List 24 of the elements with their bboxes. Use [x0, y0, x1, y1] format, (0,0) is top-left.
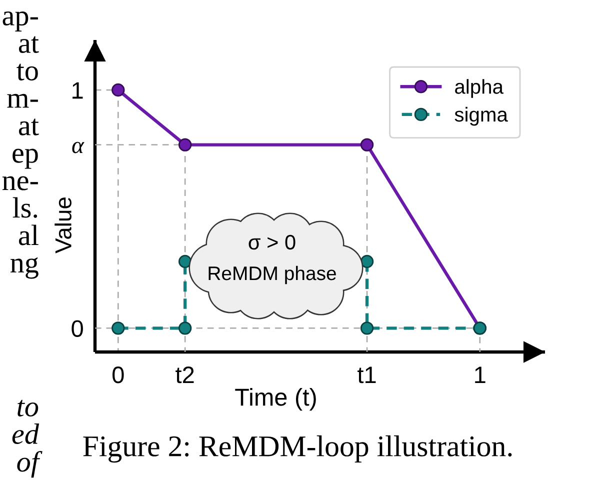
legend-label: alpha	[455, 79, 504, 98]
x-tick-label: 0	[112, 366, 124, 384]
legend-label: sigma	[454, 106, 508, 126]
y-tick-label: 0	[72, 320, 83, 337]
y-tick-label: 1	[72, 82, 83, 99]
annotation: σ > 0	[248, 234, 296, 250]
x-tick-label: t2	[176, 366, 194, 384]
x-axis-title: Time (t)	[235, 388, 316, 411]
point	[360, 322, 374, 335]
x-tick-label: t1	[358, 366, 376, 384]
caption: Figure 2: ReMDM-loop illustration.	[83, 435, 512, 463]
text: ap- at to m- at ep ne- ls. al ng	[2, 11, 39, 279]
y-axis-title: Value	[54, 198, 72, 254]
point	[112, 322, 125, 335]
point	[112, 83, 125, 97]
point	[178, 138, 192, 152]
point	[178, 322, 192, 335]
text: to ed of	[12, 400, 42, 478]
y-tick-label: α	[72, 142, 84, 154]
x-tick-label: 1	[475, 366, 486, 383]
point	[178, 254, 192, 268]
annotation: ReMDM phase	[208, 266, 336, 284]
point	[360, 138, 374, 152]
point	[360, 254, 374, 268]
